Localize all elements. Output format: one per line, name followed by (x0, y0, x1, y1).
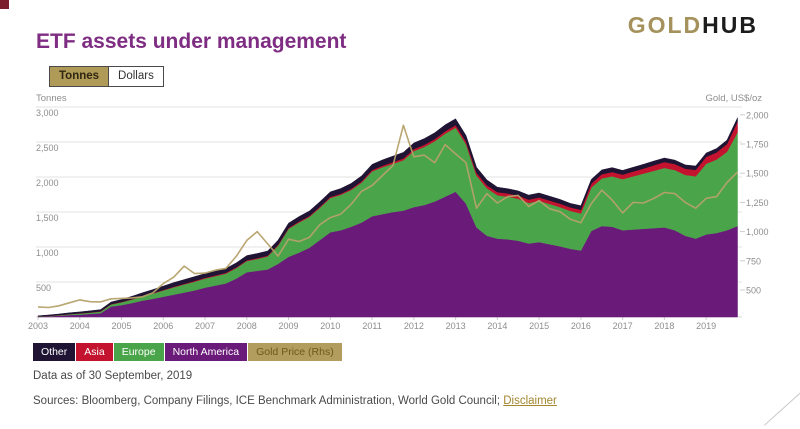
legend-item-other[interactable]: Other (33, 343, 76, 361)
unit-toggle-dollars[interactable]: Dollars (108, 67, 163, 86)
sources-line: Sources: Bloomberg, Company Filings, ICE… (33, 395, 557, 407)
x-axis-tick-label: 2005 (112, 321, 132, 331)
legend-item-north-america[interactable]: North America (164, 343, 248, 361)
unit-toggle: Tonnes Dollars (49, 66, 164, 87)
x-axis-tick-label: 2010 (320, 321, 340, 331)
left-axis-tick-label: 1,000 (36, 248, 59, 258)
legend-item-europe[interactable]: Europe (113, 343, 164, 361)
data-as-of: Data as of 30 September, 2019 (33, 370, 193, 382)
left-axis-title: Tonnes (36, 93, 67, 104)
left-axis-tick-label: 3,000 (36, 108, 59, 118)
x-axis-tick-label: 2019 (696, 321, 716, 331)
right-axis-tick-label: 2,000 (746, 110, 769, 120)
x-axis-tick-label: 2012 (404, 321, 424, 331)
x-axis-tick-label: 2009 (279, 321, 299, 331)
x-axis-tick-label: 2007 (195, 321, 215, 331)
right-axis-tick-label: 1,500 (746, 169, 769, 179)
legend-item-asia[interactable]: Asia (76, 343, 113, 361)
left-axis-tick-label: 1,500 (36, 213, 59, 223)
page-corner-fold (764, 391, 800, 426)
right-axis-tick-label: 1,000 (746, 227, 769, 237)
x-axis-tick-label: 2011 (362, 321, 381, 331)
left-axis-tick-label: 500 (36, 283, 51, 293)
x-axis-tick-label: 2004 (70, 321, 90, 331)
chart-legend: Other Asia Europe North America Gold Price (… (33, 343, 342, 361)
logo-gold-text: GOLD (627, 12, 703, 38)
goldhub-logo: GOLDHUB (628, 12, 758, 39)
right-axis-tick-label: 1,750 (746, 140, 769, 150)
x-axis-tick-label: 2017 (613, 321, 633, 331)
line-gold-price-rhs (37, 124, 739, 309)
x-axis-tick-label: 2008 (237, 321, 257, 331)
corner-mark (0, 0, 9, 9)
x-axis-tick-label: 2016 (571, 321, 591, 331)
x-axis-tick-label: 2014 (487, 321, 507, 331)
unit-toggle-tonnes[interactable]: Tonnes (50, 67, 109, 86)
right-axis-tick-label: 500 (746, 286, 761, 296)
x-axis-tick-label: 2018 (654, 321, 674, 331)
left-axis-tick-label: 2,000 (36, 178, 59, 188)
x-axis-tick-label: 2003 (28, 321, 48, 331)
x-axis-tick-label: 2006 (153, 321, 173, 331)
etf-aum-chart: 500 1,000 1,500 2,000 2,500 3,000 500 750 1,000 1… (28, 106, 769, 331)
left-axis-tick-label: 2,500 (36, 143, 59, 153)
page-title: ETF assets under management (36, 30, 347, 53)
x-axis-tick-label: 2013 (446, 321, 466, 331)
right-axis-tick-label: 750 (746, 256, 761, 266)
right-axis-tick-label: 1,250 (746, 198, 769, 208)
right-axis-title: Gold, US$/oz (705, 93, 763, 104)
legend-item-gold-price-rhs[interactable]: Gold Price (Rhs) (248, 343, 342, 361)
x-axis-tick-label: 2015 (529, 321, 549, 331)
area-other (37, 117, 738, 317)
sources-text: Sources: Bloomberg, Company Filings, ICE… (33, 395, 504, 407)
disclaimer-link[interactable]: Disclaimer (503, 395, 557, 407)
logo-hub-text: HUB (702, 12, 758, 38)
